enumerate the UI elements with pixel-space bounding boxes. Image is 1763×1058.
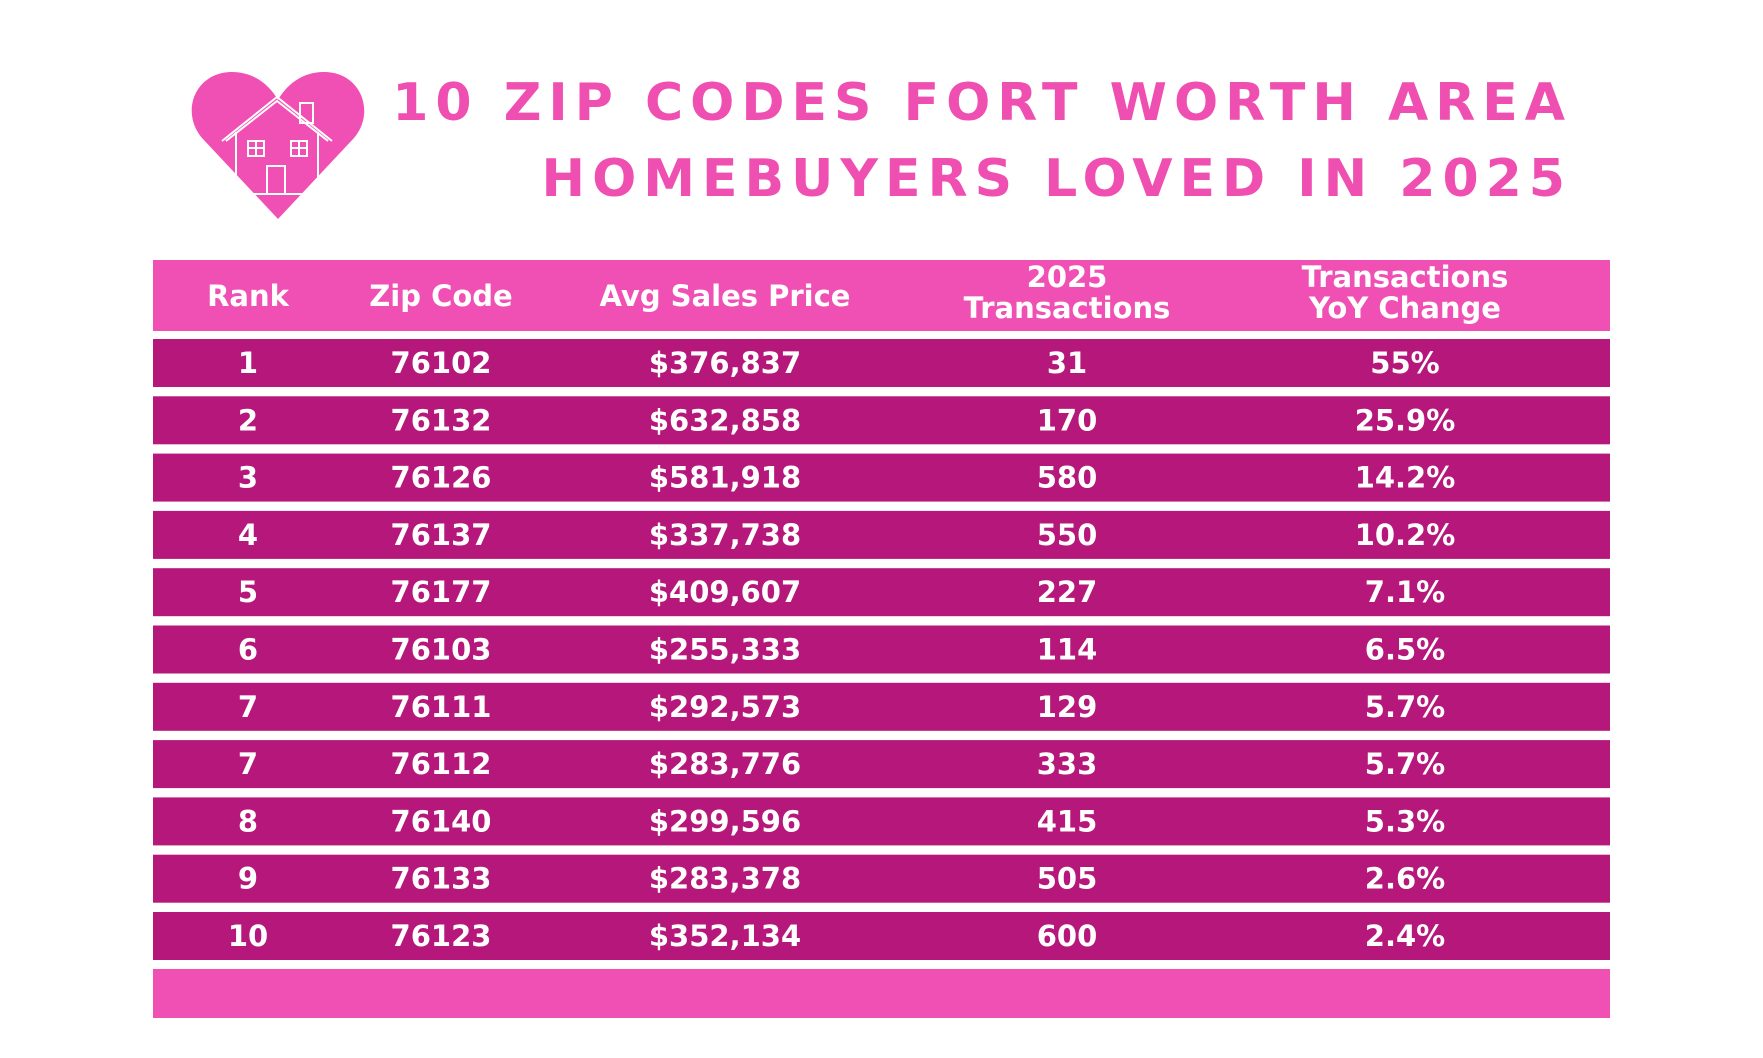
cell: 1 [238, 346, 258, 380]
cell: 76137 [391, 518, 492, 552]
cell: 76112 [391, 747, 492, 781]
cell: 550 [1037, 518, 1098, 552]
cell: $283,378 [649, 862, 801, 896]
cell: 415 [1037, 804, 1098, 838]
header-row [153, 260, 1610, 331]
column-header: Zip Code [369, 279, 512, 313]
cell: $352,134 [649, 919, 801, 953]
cell: $409,607 [649, 575, 801, 609]
cell: 5 [238, 575, 258, 609]
cell: 600 [1037, 919, 1098, 953]
cell: 5.7% [1365, 690, 1445, 724]
cell: 3 [238, 461, 258, 495]
column-header: YoY Change [1308, 291, 1501, 325]
cell: 14.2% [1355, 461, 1456, 495]
table-row [153, 682, 1610, 731]
cell: $376,837 [649, 346, 801, 380]
cell: $581,918 [649, 461, 801, 495]
table-row [153, 912, 1610, 960]
cell: 114 [1037, 633, 1098, 667]
cell: 55% [1370, 346, 1439, 380]
cell: 2.4% [1365, 919, 1445, 953]
cell: 76103 [391, 633, 492, 667]
cell: 9 [238, 862, 258, 896]
cell: 76126 [391, 461, 492, 495]
cell: 25.9% [1355, 403, 1456, 437]
column-header: Avg Sales Price [600, 279, 851, 313]
title-line: HOMEBUYERS LOVED IN 2025 [542, 149, 1572, 209]
cell: $283,776 [649, 747, 801, 781]
footer-bar [153, 969, 1610, 1018]
cell: 580 [1037, 461, 1098, 495]
cell: $292,573 [649, 690, 801, 724]
cell: 170 [1037, 403, 1098, 437]
cell: 6.5% [1365, 633, 1445, 667]
cell: 7 [238, 690, 258, 724]
table-row [153, 339, 1610, 387]
cell: 505 [1037, 862, 1098, 896]
table-row [153, 854, 1610, 903]
cell: 76133 [391, 862, 492, 896]
cell: $337,738 [649, 518, 801, 552]
column-header: Rank [207, 279, 290, 313]
cell: 76132 [391, 403, 492, 437]
column-header: 2025 [1027, 260, 1108, 294]
cell: 76102 [391, 346, 492, 380]
table-row [153, 568, 1610, 617]
cell: 31 [1047, 346, 1087, 380]
cell: 7 [238, 747, 258, 781]
cell: 8 [238, 804, 258, 838]
cell: 2 [238, 403, 258, 437]
table-row [153, 625, 1610, 674]
cell: 333 [1037, 747, 1098, 781]
cell: 7.1% [1365, 575, 1445, 609]
cell: $632,858 [649, 403, 801, 437]
cell: 76111 [391, 690, 492, 724]
table-row [153, 510, 1610, 559]
cell: 10 [228, 919, 268, 953]
table-row [153, 396, 1610, 445]
cell: $299,596 [649, 804, 801, 838]
cell: 76123 [391, 919, 492, 953]
table-row [153, 740, 1610, 789]
cell: 129 [1037, 690, 1098, 724]
heart-icon [191, 72, 365, 219]
column-header: Transactions [964, 291, 1171, 325]
cell: 10.2% [1355, 518, 1456, 552]
title-line: 10 ZIP CODES FORT WORTH AREA [392, 73, 1572, 133]
cell: 4 [238, 518, 258, 552]
table-row [153, 453, 1610, 502]
cell: 5.3% [1365, 804, 1445, 838]
cell: 76177 [391, 575, 492, 609]
cell: 76140 [391, 804, 492, 838]
cell: 227 [1037, 575, 1098, 609]
column-header: Transactions [1302, 260, 1509, 294]
cell: 6 [238, 633, 258, 667]
cell: $255,333 [649, 633, 801, 667]
cell: 5.7% [1365, 747, 1445, 781]
table-row [153, 797, 1610, 846]
cell: 2.6% [1365, 862, 1445, 896]
